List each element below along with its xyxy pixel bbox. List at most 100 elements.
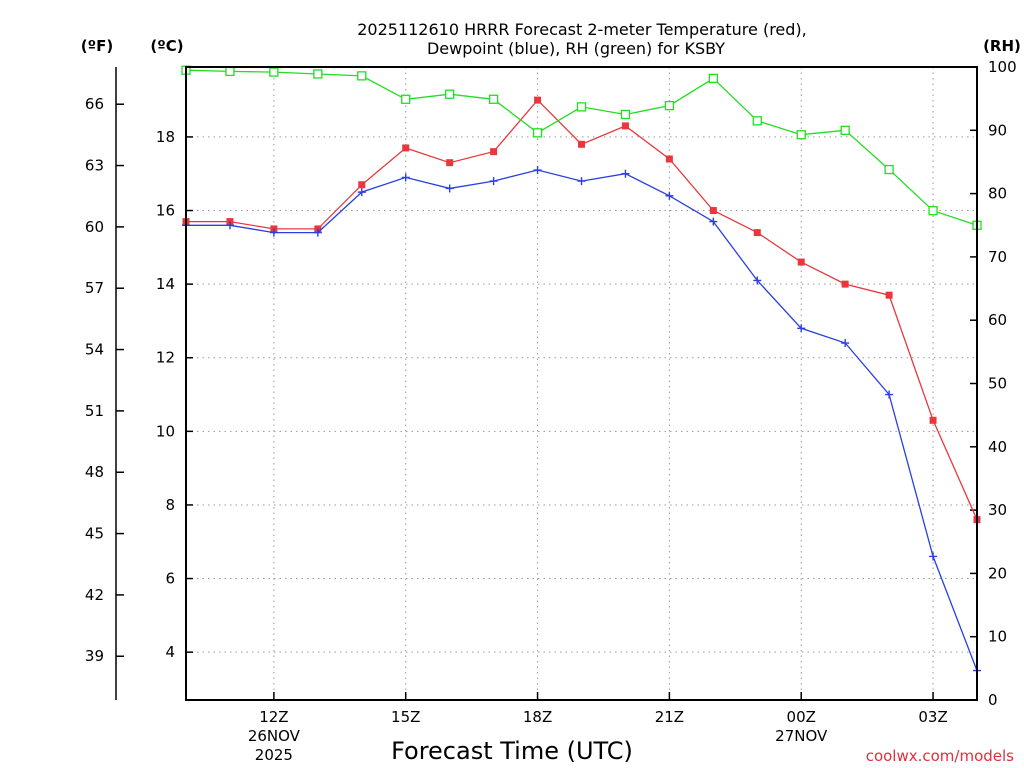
temperature-point-16: [446, 159, 454, 167]
temperature-point-14: [358, 181, 366, 189]
temperature-point-17: [490, 148, 498, 156]
temperature-point-22: [709, 207, 717, 215]
rh-point-13: [313, 69, 323, 79]
chart-title-line1: 2025112610 HRRR Forecast 2-meter Tempera…: [357, 20, 807, 39]
fahrenheit-unit-label: (ºF): [81, 37, 113, 55]
rh-point-27: [928, 206, 938, 216]
dewpoint-point-11: [225, 221, 234, 230]
dewpoint-point-20: [621, 169, 630, 178]
celsius-tick-label-14: 14: [156, 275, 175, 293]
rh-point-15: [401, 94, 411, 104]
rh-point-20: [620, 109, 631, 120]
rh-tick-label-0: 0: [988, 691, 998, 709]
dewpoint-point-12: [269, 228, 278, 237]
rh-point-18: [532, 128, 543, 138]
temperature-point-24: [797, 258, 805, 266]
dewpoint-point-14: [357, 188, 366, 197]
rh-point-26: [884, 164, 894, 175]
dewpoint-point-23: [753, 276, 762, 285]
celsius-tick-label-8: 8: [165, 496, 175, 514]
data-series: [181, 65, 982, 675]
fahrenheit-tick-label-39: 39: [85, 647, 104, 665]
temperature-point-18: [534, 96, 542, 104]
chart-title-line2: Dewpoint (blue), RH (green) for KSBY: [427, 39, 725, 58]
rh-point-16: [445, 89, 455, 99]
dewpoint-point-19: [577, 177, 586, 186]
fahrenheit-tick-label-48: 48: [85, 463, 104, 481]
fahrenheit-tick-label-57: 57: [85, 279, 104, 297]
dewpoint-line: [186, 169, 978, 671]
dewpoint-point-22: [709, 217, 718, 226]
dewpoint-point-13: [313, 228, 322, 237]
rh-point-24: [796, 130, 806, 140]
rh-point-11: [225, 66, 235, 77]
rh-point-12: [269, 67, 279, 77]
rh-unit-label: (RH): [983, 37, 1021, 55]
axis-ticks: 4 6 8 10 12 14 16 18 39 42 45 48 51 54 57 60 63 66 0 10 20 30…: [85, 58, 1017, 764]
rh-point-19: [576, 102, 587, 112]
x-tick-date-00Z: 27NOV: [775, 727, 828, 745]
dewpoint-point-16: [445, 184, 454, 193]
celsius-tick-label-6: 6: [165, 570, 175, 588]
rh-point-17: [488, 94, 499, 104]
rh-tick-label-90: 90: [988, 121, 1007, 139]
dewpoint-point-21: [665, 191, 674, 200]
rh-tick-label-60: 60: [988, 311, 1007, 329]
temperature-point-15: [402, 144, 410, 152]
temperature-point-26: [885, 291, 893, 299]
celsius-tick-label-18: 18: [156, 128, 175, 146]
dewpoint-point-26: [885, 390, 894, 399]
rh-tick-label-30: 30: [988, 501, 1007, 519]
x-tick-label-21Z: 21Z: [655, 708, 684, 726]
temperature-point-21: [665, 155, 673, 163]
x-tick-label-15Z: 15Z: [391, 708, 420, 726]
plot-frame: [185, 66, 978, 701]
celsius-tick-label-16: 16: [156, 202, 175, 220]
x-tick-label-00Z: 00Z: [787, 708, 816, 726]
temperature-point-27: [929, 416, 937, 424]
temperature-line: [186, 99, 978, 520]
credit-text: coolwx.com/models: [866, 747, 1014, 765]
temperature-point-20: [621, 122, 629, 130]
dewpoint-point-15: [401, 173, 410, 182]
fahrenheit-tick-label-63: 63: [85, 157, 104, 175]
rh-tick-label-80: 80: [988, 185, 1007, 203]
fahrenheit-tick-label-66: 66: [85, 95, 104, 113]
rh-tick-label-40: 40: [988, 438, 1007, 456]
dewpoint-point-27: [929, 552, 938, 561]
rh-tick-label-10: 10: [988, 628, 1007, 646]
rh-point-21: [664, 100, 675, 111]
temperature-point-19: [578, 140, 585, 148]
x-tick-label-18Z: 18Z: [523, 708, 552, 726]
rh-tick-label-20: 20: [988, 564, 1007, 582]
x-tick-date-12Z: 26NOV: [248, 727, 301, 745]
dewpoint-point-17: [489, 177, 498, 186]
rh-point-22: [708, 73, 718, 84]
celsius-tick-label-10: 10: [156, 422, 175, 440]
fahrenheit-tick-label-42: 42: [85, 586, 104, 604]
rh-tick-label-100: 100: [988, 58, 1017, 76]
rh-point-14: [357, 71, 367, 81]
rh-point-23: [752, 116, 762, 126]
rh-point-25: [840, 125, 850, 135]
x-tick-label-12Z: 12Z: [259, 708, 288, 726]
fahrenheit-tick-label-45: 45: [85, 525, 104, 543]
dewpoint-point-18: [533, 166, 542, 175]
celsius-unit-label: (ºC): [150, 37, 183, 55]
grid-lines: [186, 67, 977, 700]
x-axis-label: Forecast Time (UTC): [391, 737, 633, 765]
celsius-tick-label-4: 4: [165, 643, 175, 661]
rh-tick-label-70: 70: [988, 248, 1007, 266]
dewpoint-point-24: [797, 324, 806, 333]
x-tick-label-03Z: 03Z: [918, 708, 947, 726]
fahrenheit-tick-label-51: 51: [85, 402, 104, 420]
fahrenheit-tick-label-54: 54: [85, 341, 104, 359]
x-tick-year-12Z: 2025: [255, 746, 293, 764]
dewpoint-point-25: [841, 339, 850, 348]
fahrenheit-tick-label-60: 60: [85, 218, 104, 236]
temperature-point-25: [841, 280, 849, 288]
temperature-point-23: [753, 229, 761, 237]
rh-tick-label-50: 50: [988, 375, 1007, 393]
celsius-tick-label-12: 12: [156, 349, 175, 367]
